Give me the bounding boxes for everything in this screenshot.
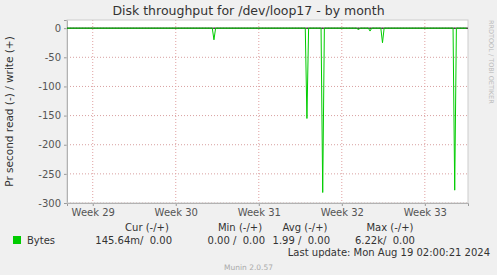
y-grid-line — [67, 173, 468, 174]
y-tick: -250 — [38, 169, 67, 180]
x-tick: Week 31 — [238, 203, 281, 218]
y-tick: -50 — [45, 52, 67, 63]
marks — [67, 28, 468, 192]
x-tick-label: Week 33 — [404, 207, 447, 218]
footer: Munin 2.0.57 — [224, 263, 273, 272]
x-axis-line — [68, 204, 469, 207]
y-axis: 0 -50 -100 -150 -200 -250 -300 — [38, 21, 67, 209]
x-tick: Week 29 — [72, 203, 115, 218]
stats-value: 0.00 / 0.00 — [208, 235, 265, 246]
stats-value: 6.22k/ 0.00 — [355, 235, 415, 246]
y-axis-label: Pr second read (-) / write (+) — [3, 36, 15, 187]
x-grid-line — [258, 20, 259, 203]
y-tick-label: -100 — [38, 81, 61, 92]
x-tick: Week 32 — [321, 203, 364, 218]
chart: Disk throughput for /dev/loop17 - by mon… — [0, 0, 497, 275]
stats-header: Max (-/+) — [366, 222, 413, 233]
plot-frame — [67, 20, 468, 203]
stats-value: 145.64m/ 0.00 — [95, 235, 172, 246]
x-tick: Week 30 — [155, 203, 198, 218]
legend-swatch — [13, 236, 21, 244]
y-tick: -100 — [38, 81, 67, 92]
y-tick-label: -200 — [38, 139, 61, 150]
x-grid-line — [424, 20, 425, 203]
y-tick-label: -50 — [45, 52, 61, 63]
y-tick-label: 0 — [55, 23, 61, 34]
y-tick: -200 — [38, 139, 67, 150]
x-tick-label: Week 32 — [321, 207, 364, 218]
stats-header: Cur (-/+) — [125, 222, 169, 233]
y-grid-line — [67, 86, 468, 87]
x-axis: Week 29 Week 30 Week 31 Week 32 Week 33 — [68, 203, 469, 218]
x-grid-line — [92, 20, 93, 203]
x-tick: Week 33 — [404, 203, 447, 218]
y-tick-label: -300 — [38, 198, 61, 209]
x-grid-line — [175, 20, 176, 203]
grid — [67, 20, 468, 203]
plot-area — [67, 20, 468, 203]
y-grid-line — [67, 115, 468, 116]
stats-header: Min (-/+) — [218, 222, 262, 233]
y-tick: -150 — [38, 110, 67, 121]
series-line — [67, 28, 466, 192]
stats-value: 1.99 / 0.00 — [273, 235, 330, 246]
legend-label: Bytes — [27, 235, 55, 246]
background — [0, 0, 497, 275]
last-update: Last update: Mon Aug 19 02:00:21 2024 — [288, 247, 490, 258]
stats-header: Avg (-/+) — [283, 222, 328, 233]
y-grid-line — [67, 57, 468, 58]
y-tick-label: -250 — [38, 169, 61, 180]
x-tick-label: Week 30 — [155, 207, 198, 218]
y-grid-line — [67, 144, 468, 145]
title: Disk throughput for /dev/loop17 - by mon… — [112, 3, 384, 18]
watermark: RRDTOOL / TOBI OETIKER — [487, 20, 495, 104]
x-tick-label: Week 29 — [72, 207, 115, 218]
y-tick: -300 — [38, 198, 67, 209]
y-tick-label: -150 — [38, 110, 61, 121]
x-grid-line — [341, 20, 342, 203]
x-tick-label: Week 31 — [238, 207, 281, 218]
y-tick: 0 — [55, 23, 67, 34]
